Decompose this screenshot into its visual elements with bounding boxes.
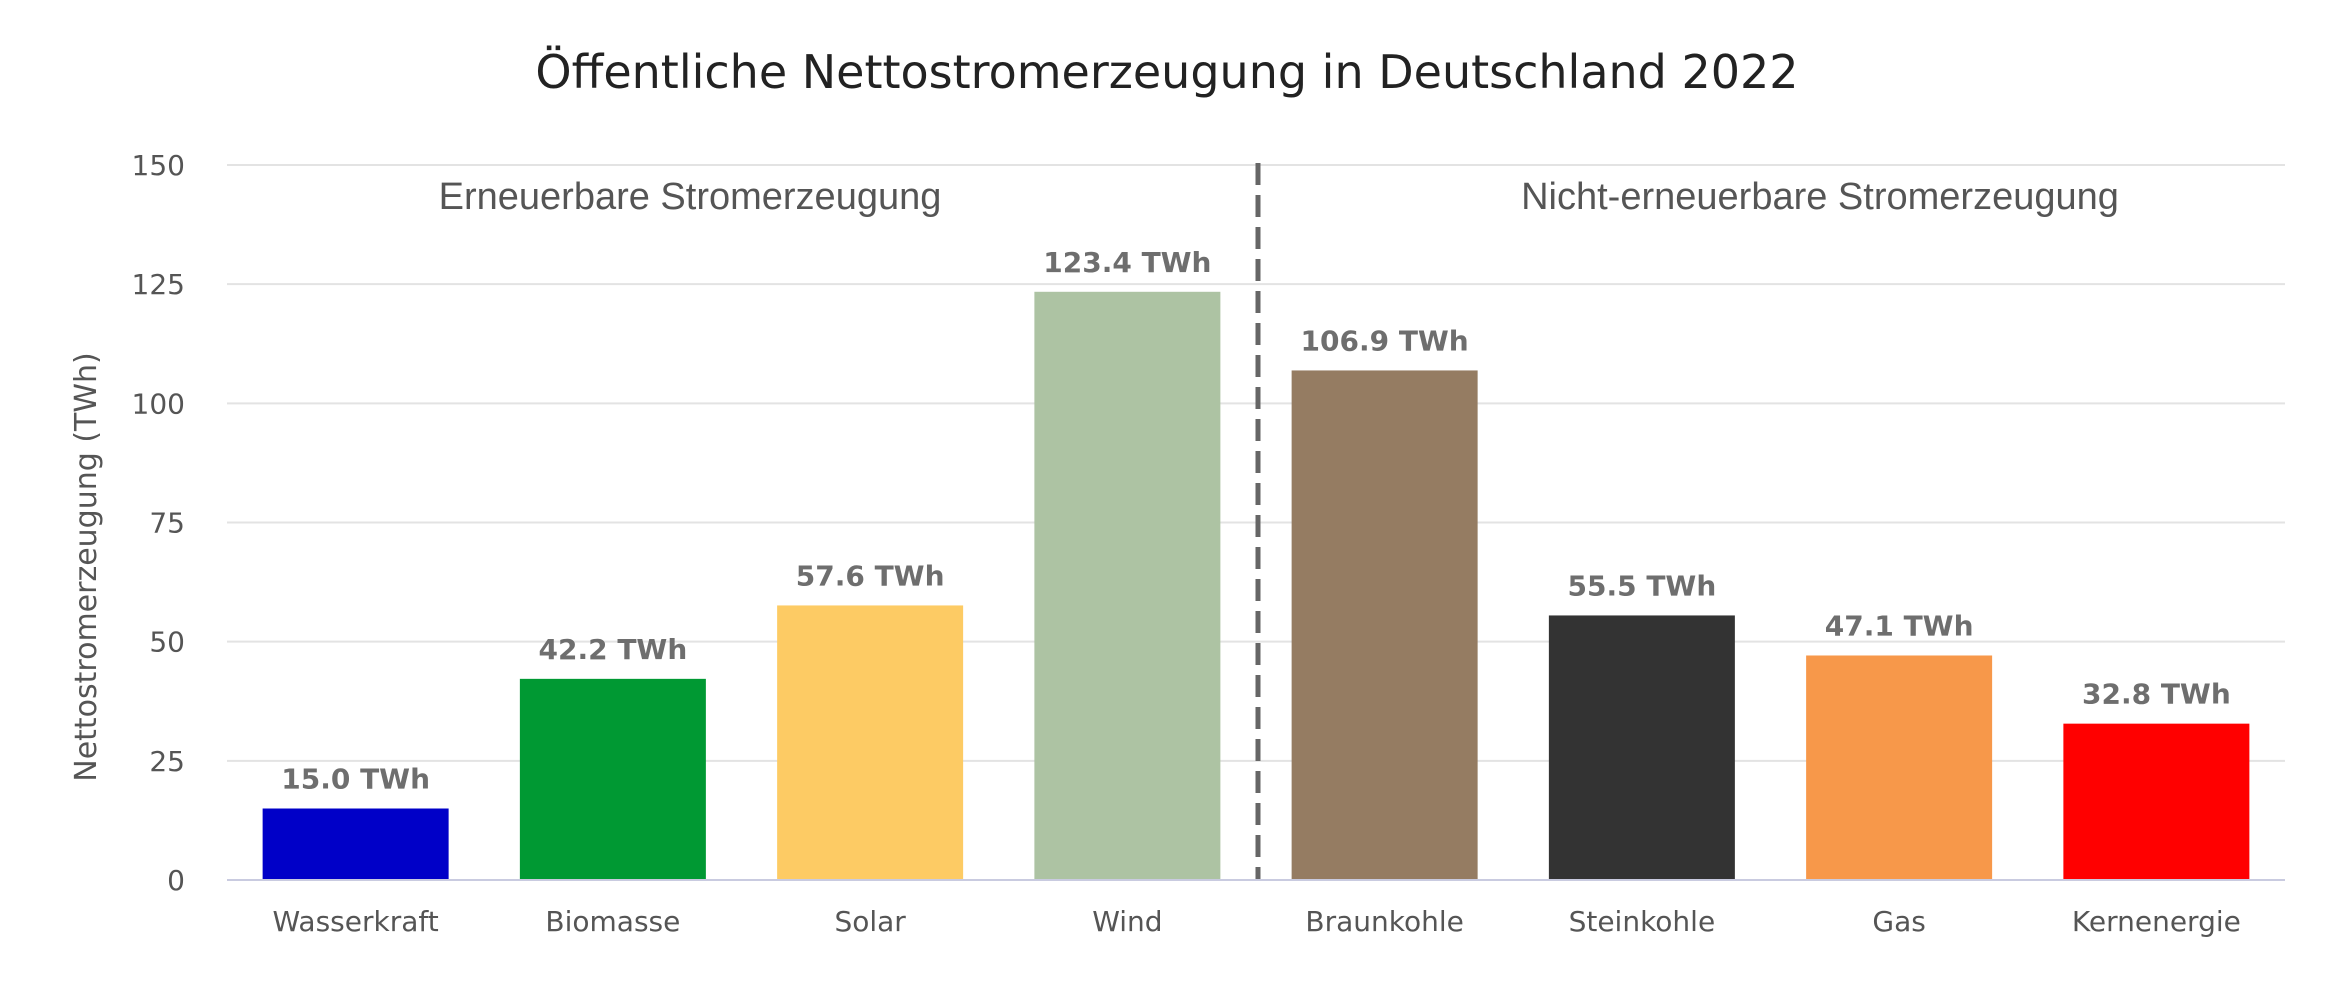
value-label-biomasse: 42.2 TWh [539,633,688,666]
bar-braunkohle [1291,370,1478,880]
y-tick-label: 125 [132,268,185,301]
y-tick-label: 150 [132,149,185,182]
x-tick-label-kernenergie: Kernenergie [2072,905,2241,938]
x-tick-label-wasserkraft: Wasserkraft [273,905,439,938]
value-label-kernenergie: 32.8 TWh [2082,678,2231,711]
group-label-non-renewable: Nicht-erneuerbare Stromerzeugung [1521,176,2119,218]
bar-wind [1034,291,1221,880]
value-label-braunkohle: 106.9 TWh [1301,324,1469,357]
x-tick-label-wind: Wind [1092,905,1162,938]
y-axis-label: Nettostromerzeugung (TWh) [69,352,104,782]
bar-wasserkraft [262,808,449,880]
bar-kernenergie [2063,723,2250,880]
value-label-gas: 47.1 TWh [1825,609,1974,642]
y-tick-label: 100 [132,387,185,420]
bars [262,291,2250,880]
y-tick-label: 50 [149,626,185,659]
bar-solar [777,605,964,880]
group-labels: Erneuerbare Stromerzeugung Nicht-erneuer… [439,176,2119,218]
x-tick-label-biomasse: Biomasse [545,905,680,938]
bar-biomasse [519,678,706,880]
x-tick-label-gas: Gas [1872,905,1925,938]
value-label-wind: 123.4 TWh [1043,246,1211,279]
chart-title: Öffentliche Nettostromerzeugung in Deuts… [535,45,1798,99]
value-label-wasserkraft: 15.0 TWh [281,763,430,796]
x-tick-label-braunkohle: Braunkohle [1305,905,1463,938]
x-axis-ticks: Wasserkraft Biomasse Solar Wind Braunkohle St… [273,905,2241,938]
y-tick-label: 25 [149,745,185,778]
bar-steinkohle [1548,615,1735,880]
value-label-solar: 57.6 TWh [796,559,945,592]
x-tick-label-solar: Solar [834,905,906,938]
value-labels: 15.0 TWh 42.2 TWh 57.6 TWh 123.4 TWh 106.9 T… [281,246,2231,796]
y-tick-label: 0 [167,864,185,897]
y-tick-label: 75 [149,507,185,540]
value-label-steinkohle: 55.5 TWh [1568,569,1717,602]
group-label-renewable: Erneuerbare Stromerzeugung [439,176,942,218]
x-tick-label-steinkohle: Steinkohle [1569,905,1716,938]
bar-gas [1806,655,1993,880]
y-axis-ticks: 0 25 50 75 100 125 150 [132,149,185,897]
